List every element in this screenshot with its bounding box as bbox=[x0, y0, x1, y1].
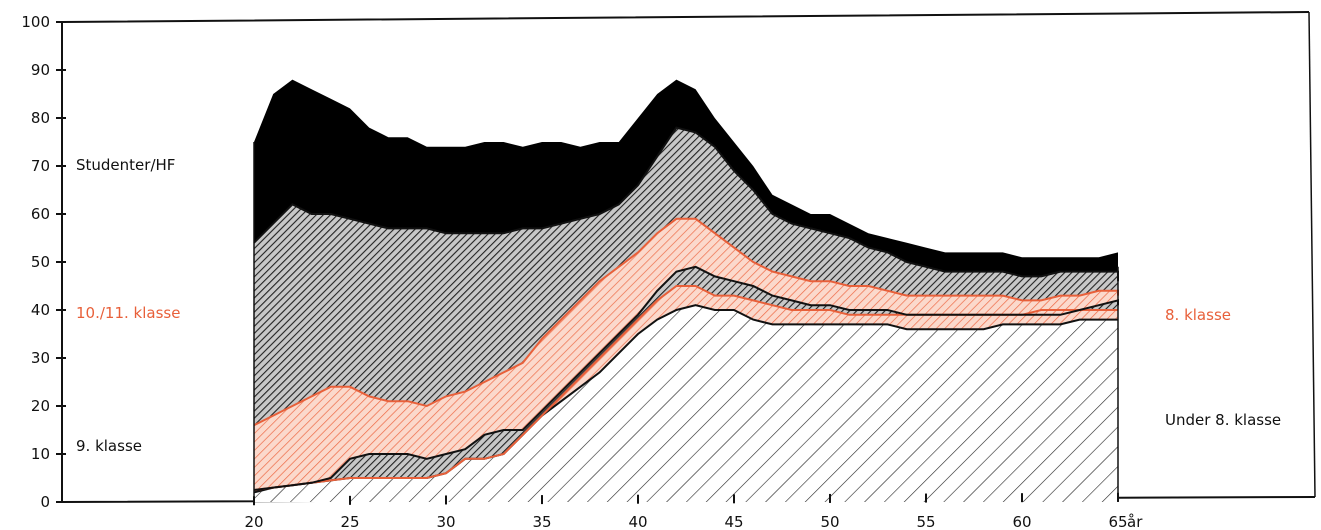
x-tick-label: 65 bbox=[1108, 513, 1127, 530]
x-tick-label: 35 bbox=[532, 513, 551, 530]
y-tick-label: 100 bbox=[21, 13, 50, 31]
y-tick-label: 80 bbox=[31, 109, 50, 127]
x-tick-label: 40 bbox=[628, 513, 647, 530]
area-under-8-klasse bbox=[254, 305, 1118, 502]
series-label-9-klasse: 9. klasse bbox=[76, 437, 142, 455]
y-tick-label: 10 bbox=[31, 445, 50, 463]
area-studenter-hf bbox=[254, 127, 1118, 426]
x-tick-label: 30 bbox=[436, 513, 455, 530]
y-tick-label: 20 bbox=[31, 397, 50, 415]
x-tick-label: 50 bbox=[820, 513, 839, 530]
series-label-10-11-klasse: 10./11. klasse bbox=[76, 304, 180, 322]
right-frame bbox=[1308, 11, 1316, 498]
x-tick-label: 45 bbox=[724, 513, 743, 530]
y-tick-label: 90 bbox=[31, 61, 50, 79]
y-tick-label: 0 bbox=[40, 493, 50, 511]
series-label-under-8-klasse: Under 8. klasse bbox=[1165, 411, 1281, 429]
y-tick-label: 70 bbox=[31, 157, 50, 175]
y-tick-label: 60 bbox=[31, 205, 50, 223]
x-tick-label: 20 bbox=[244, 513, 263, 530]
boundary-9-klasse bbox=[253, 265, 1119, 491]
y-tick-label: 40 bbox=[31, 301, 50, 319]
x-tick-label: 60 bbox=[1012, 513, 1031, 530]
y-tick-label: 30 bbox=[31, 349, 50, 367]
undefined bbox=[254, 79, 1118, 282]
boundary-10-11-klasse bbox=[253, 217, 1119, 427]
area-10-11-klasse bbox=[254, 218, 1118, 491]
boundary-total bbox=[253, 126, 1119, 282]
series-label-8-klasse: 8. klasse bbox=[1165, 306, 1231, 324]
x-axis-label: år bbox=[1127, 513, 1143, 530]
y-tick-label: 50 bbox=[31, 253, 50, 271]
x-tick-label: 55 bbox=[916, 513, 935, 530]
series-label-studenter: Studenter/HF bbox=[76, 156, 175, 174]
x-tick-label: 25 bbox=[340, 513, 359, 530]
